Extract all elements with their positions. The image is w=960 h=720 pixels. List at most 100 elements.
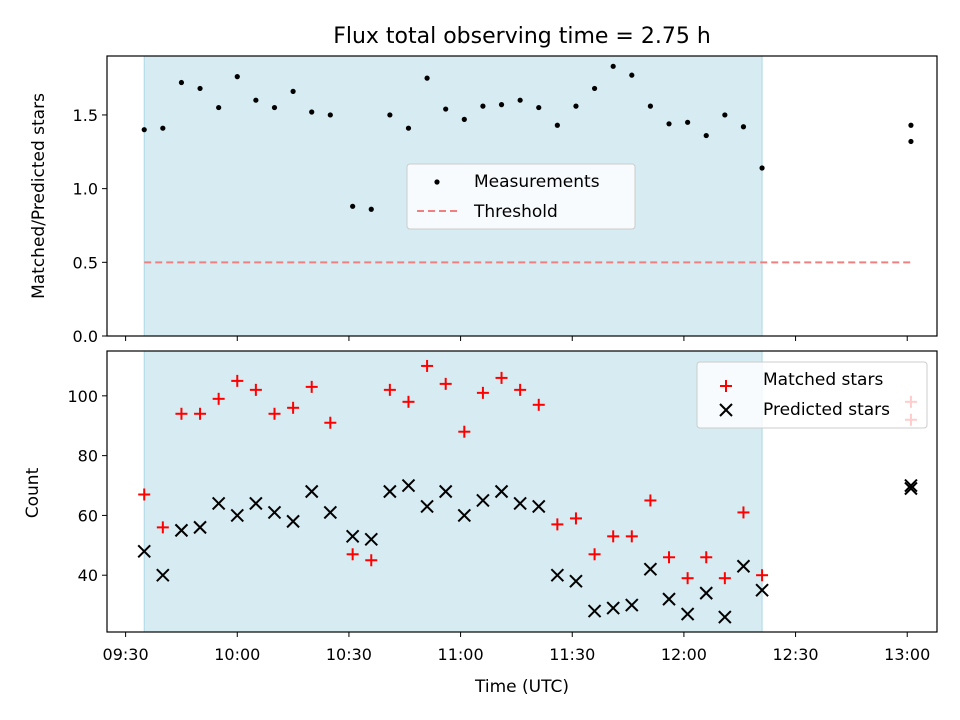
matched-stars-point bbox=[495, 371, 508, 384]
matched-stars-point bbox=[402, 395, 415, 408]
matched-stars-point bbox=[625, 530, 638, 543]
measurements-point bbox=[309, 109, 315, 115]
ratio-legend-box bbox=[406, 163, 636, 230]
measurements-point bbox=[908, 122, 914, 128]
measurements-point bbox=[327, 112, 333, 118]
measurements-point bbox=[178, 79, 185, 86]
predicted-stars-point bbox=[249, 496, 263, 511]
matched-stars-point bbox=[346, 548, 359, 561]
measurements-point bbox=[405, 125, 412, 131]
measurements-point bbox=[271, 104, 278, 111]
count-plot-frame bbox=[106, 350, 938, 633]
matched-stars-point bbox=[458, 425, 471, 438]
matched-stars-point bbox=[681, 572, 694, 585]
predicted-stars-point bbox=[323, 505, 338, 520]
threshold-legend-label: Threshold bbox=[473, 202, 558, 222]
matched-stars-point bbox=[532, 398, 545, 411]
measurements-point bbox=[290, 88, 296, 94]
measurements-point bbox=[908, 138, 914, 145]
ratio-y-tick-label: 0.0 bbox=[73, 327, 98, 346]
predicted-stars-point bbox=[699, 586, 713, 600]
predicted-stars-point bbox=[286, 514, 300, 529]
count-y-axis-label: Count bbox=[23, 467, 43, 518]
matched-stars-point bbox=[700, 551, 713, 564]
measurements-point bbox=[160, 125, 166, 131]
x-tick-label: 10:30 bbox=[326, 645, 372, 664]
predicted-stars-point bbox=[305, 484, 319, 499]
matched-stars-legend-label: Matched stars bbox=[763, 370, 883, 390]
measurements-point bbox=[141, 127, 147, 133]
measurements-point bbox=[461, 116, 467, 122]
matched-stars-point bbox=[249, 383, 262, 396]
measurements-point bbox=[703, 132, 709, 139]
predicted-stars-point bbox=[532, 499, 546, 514]
count-y-tick-label: 60 bbox=[78, 506, 98, 525]
matched-stars-point bbox=[663, 551, 676, 564]
predicted-stars-point bbox=[662, 592, 676, 606]
matched-stars-point bbox=[175, 407, 188, 420]
matched-stars-point bbox=[607, 530, 620, 543]
x-axis-label: Time (UTC) bbox=[474, 677, 569, 697]
predicted-stars-point bbox=[174, 523, 189, 538]
matched-stars-point bbox=[476, 386, 489, 399]
count-legend-box bbox=[696, 361, 928, 429]
matched-stars-point bbox=[194, 407, 207, 420]
matched-stars-point bbox=[588, 548, 601, 561]
matched-stars-point bbox=[212, 392, 225, 405]
x-tick-label: 13:00 bbox=[884, 645, 930, 664]
predicted-stars-point bbox=[904, 478, 918, 493]
matched-stars-point bbox=[324, 416, 337, 429]
ratio-y-tick-label: 1.5 bbox=[73, 106, 98, 125]
measurements-point bbox=[591, 85, 598, 92]
measurements-point bbox=[197, 85, 203, 92]
predicted-stars-legend-marker bbox=[719, 403, 733, 417]
measurements-point bbox=[368, 206, 374, 212]
ratio-y-tick-label: 1.0 bbox=[73, 180, 98, 199]
chart-title: Flux total observing time = 2.75 h bbox=[333, 24, 711, 49]
predicted-stars-point bbox=[625, 598, 639, 612]
measurements-point bbox=[722, 112, 728, 118]
count-observing-window bbox=[143, 350, 763, 633]
predicted-stars-point bbox=[156, 568, 170, 582]
predicted-stars-point bbox=[755, 583, 769, 597]
predicted-stars-point bbox=[420, 499, 434, 514]
measurements-point bbox=[759, 165, 765, 171]
count-y-tick-label: 100 bbox=[67, 387, 98, 406]
predicted-stars-point bbox=[230, 508, 244, 523]
matched-stars-point bbox=[718, 572, 731, 585]
matched-stars-point bbox=[365, 554, 378, 567]
matched-stars-point bbox=[305, 380, 318, 393]
predicted-stars-point bbox=[211, 496, 226, 511]
measurements-point bbox=[517, 97, 523, 103]
ratio-y-tick-label: 0.5 bbox=[73, 253, 98, 272]
count-y-tick-label: 80 bbox=[78, 447, 98, 466]
matched-stars-point bbox=[287, 401, 300, 414]
measurements-legend-label: Measurements bbox=[474, 172, 600, 192]
measurements-point bbox=[387, 112, 393, 118]
matched-stars-legend-marker bbox=[720, 380, 732, 392]
count-legend: Matched stars Predicted stars bbox=[696, 361, 928, 429]
matched-stars-point bbox=[268, 407, 281, 420]
measurements-point bbox=[443, 106, 449, 112]
x-tick-label: 10:00 bbox=[214, 645, 260, 664]
measurements-point bbox=[647, 103, 654, 109]
matched-stars-point bbox=[231, 374, 244, 387]
x-tick-label: 11:30 bbox=[549, 645, 595, 664]
predicted-stars-point bbox=[569, 574, 583, 588]
matched-stars-point bbox=[421, 359, 434, 372]
predicted-stars-point bbox=[345, 529, 360, 544]
matched-stars-point bbox=[569, 512, 582, 525]
predicted-stars-point bbox=[364, 532, 378, 547]
predicted-stars-point bbox=[476, 493, 490, 508]
predicted-stars-point bbox=[513, 496, 527, 511]
x-tick-label: 11:00 bbox=[438, 645, 484, 664]
count-y-tick-label: 40 bbox=[78, 566, 98, 585]
measurements-point bbox=[629, 72, 635, 78]
matched-stars-point bbox=[514, 383, 527, 396]
matched-stars-point bbox=[138, 488, 151, 501]
measurements-point bbox=[498, 102, 505, 108]
predicted-stars-point bbox=[193, 520, 207, 535]
predicted-stars-point bbox=[457, 508, 472, 523]
ratio-y-axis-label: Matched/Predicted stars bbox=[29, 93, 49, 299]
